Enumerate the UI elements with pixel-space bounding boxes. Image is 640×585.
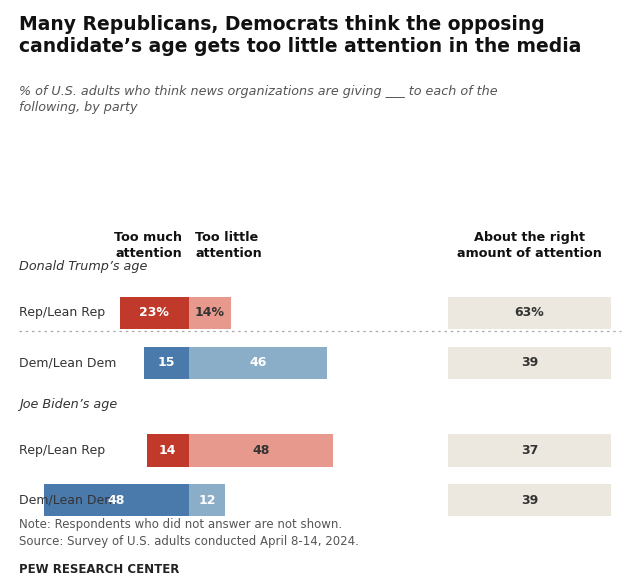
Text: 12: 12 xyxy=(198,494,216,507)
Bar xyxy=(189,346,327,379)
Text: 48: 48 xyxy=(108,494,125,507)
Text: Dem/Lean Dem: Dem/Lean Dem xyxy=(19,494,116,507)
Text: Joe Biden’s age: Joe Biden’s age xyxy=(19,398,118,411)
Text: Many Republicans, Democrats think the opposing
candidate’s age gets too little a: Many Republicans, Democrats think the op… xyxy=(19,15,582,56)
Bar xyxy=(189,297,231,329)
Text: % of U.S. adults who think news organizations are giving ___ to each of the
foll: % of U.S. adults who think news organiza… xyxy=(19,85,498,114)
Text: Donald Trump’s age: Donald Trump’s age xyxy=(19,260,148,273)
Text: 37: 37 xyxy=(521,444,538,457)
Text: 63%: 63% xyxy=(515,307,545,319)
Text: 14%: 14% xyxy=(195,307,225,319)
Text: 23%: 23% xyxy=(140,307,169,319)
Text: Rep/Lean Rep: Rep/Lean Rep xyxy=(19,444,106,457)
Bar xyxy=(44,484,189,516)
Bar xyxy=(448,346,611,379)
Bar xyxy=(448,434,611,467)
Bar xyxy=(448,484,611,516)
Bar xyxy=(120,297,189,329)
Bar xyxy=(189,434,333,467)
Text: 14: 14 xyxy=(159,444,177,457)
Text: Dem/Lean Dem: Dem/Lean Dem xyxy=(19,356,116,369)
Text: Too little
attention: Too little attention xyxy=(195,231,262,260)
Bar xyxy=(189,484,225,516)
Text: 39: 39 xyxy=(521,494,538,507)
Text: 39: 39 xyxy=(521,356,538,369)
Text: 46: 46 xyxy=(250,356,267,369)
Text: Too much
attention: Too much attention xyxy=(115,231,182,260)
Text: Rep/Lean Rep: Rep/Lean Rep xyxy=(19,307,106,319)
Text: Note: Respondents who did not answer are not shown.
Source: Survey of U.S. adult: Note: Respondents who did not answer are… xyxy=(19,518,359,548)
Text: About the right
amount of attention: About the right amount of attention xyxy=(457,231,602,260)
Bar xyxy=(147,434,189,467)
Bar xyxy=(143,346,189,379)
Text: 48: 48 xyxy=(252,444,269,457)
Text: PEW RESEARCH CENTER: PEW RESEARCH CENTER xyxy=(19,563,180,576)
Text: 15: 15 xyxy=(157,356,175,369)
Bar xyxy=(448,297,611,329)
